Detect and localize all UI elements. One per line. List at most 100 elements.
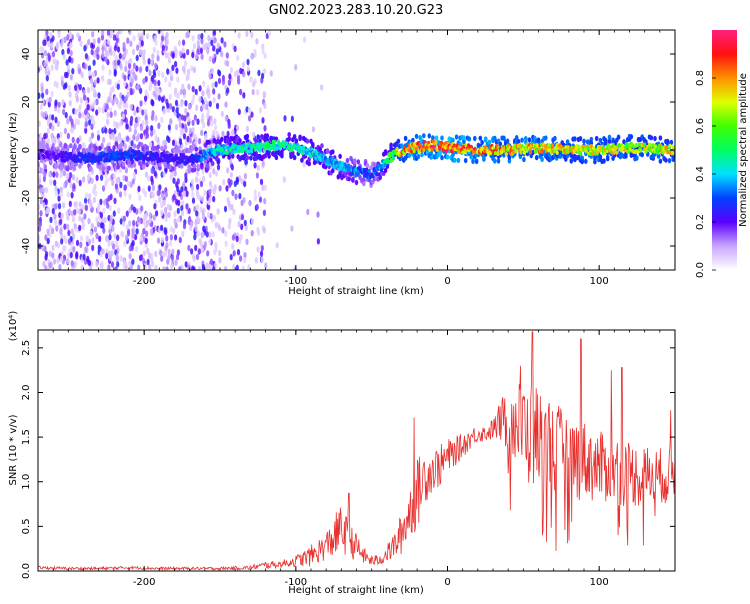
heatmap-noise-cell (186, 116, 191, 123)
heatmap-noise-cell (115, 31, 120, 39)
heatmap-noise-cell (123, 143, 127, 150)
heatmap-noise-cell (113, 110, 117, 117)
heatmap-noise-cell (53, 213, 57, 220)
heatmap-noise-cell (261, 184, 265, 191)
heatmap-noise-cell (41, 191, 45, 199)
heatmap-noise-cell (186, 73, 190, 81)
heatmap-noise-cell (76, 32, 80, 39)
heatmap-noise-cell (141, 119, 145, 127)
heatmap-noise-cell (180, 100, 184, 108)
heatmap-noise-cell (186, 48, 190, 56)
heatmap-noise-cell (63, 223, 67, 230)
heatmap-ridge-cell (78, 159, 83, 164)
heatmap-noise-cell (86, 174, 90, 182)
heatmap-noise-cell (65, 210, 69, 218)
heatmap-noise-cell (212, 214, 217, 221)
heatmap-noise-cell (144, 76, 148, 83)
heatmap-noise-cell (213, 248, 217, 256)
heatmap-noise-cell (95, 232, 99, 240)
heatmap-ridge-cell (273, 139, 277, 144)
heatmap-noise-cell (206, 250, 210, 257)
heatmap-noise-cell (52, 171, 56, 178)
heatmap-ridge-cell (514, 149, 518, 154)
heatmap-noise-cell (160, 116, 164, 124)
heatmap-noise-cell (164, 206, 168, 214)
heatmap-halo-cell (63, 143, 68, 149)
heatmap-noise-cell (94, 91, 98, 98)
heatmap-noise-cell (44, 198, 48, 206)
heatmap-halo-cell (434, 135, 439, 141)
heatmap-noise-cell (90, 48, 94, 56)
heatmap-noise-cell (250, 230, 254, 237)
heatmap-noise-cell (134, 117, 138, 124)
heatmap-ridge-cell (605, 149, 609, 154)
heatmap-halo-cell (170, 166, 175, 172)
heatmap-noise-cell (184, 107, 188, 115)
heatmap-noise-cell (158, 184, 162, 191)
snr-x-label: Height of straight line (km) (288, 585, 424, 596)
heatmap-noise-cell (161, 140, 165, 147)
heatmap-noise-cell (147, 175, 151, 182)
heatmap-halo-cell (658, 158, 663, 164)
heatmap-noise-cell (174, 259, 178, 266)
heatmap-halo-cell (107, 165, 111, 171)
heatmap-noise-cell (149, 81, 153, 88)
heatmap-noise-cell (61, 99, 65, 106)
heatmap-noise-cell (140, 254, 144, 261)
heatmap-noise-cell (154, 264, 158, 270)
heatmap-noise-cell (215, 102, 220, 110)
heatmap-noise-cell (115, 177, 119, 184)
heatmap-noise-cell (55, 171, 59, 178)
heatmap-noise-cell (174, 123, 179, 131)
heatmap-noise-cell (38, 203, 41, 211)
heatmap-noise-cell (247, 263, 251, 270)
heatmap-noise-cell (68, 55, 72, 63)
heatmap-halo-cell (163, 163, 168, 169)
heatmap-noise-cell (237, 32, 241, 39)
heatmap-noise-cell (42, 39, 46, 47)
heatmap-noise-cell (135, 65, 139, 72)
heatmap-halo-cell (520, 137, 524, 143)
heatmap-halo-cell (45, 143, 49, 149)
heatmap-halo-cell (462, 135, 466, 141)
heatmap-noise-cell (48, 171, 52, 178)
heatmap-noise-cell (84, 120, 88, 128)
heatmap-noise-cell (261, 47, 265, 55)
heatmap-noise-cell (179, 127, 183, 134)
heatmap-noise-cell (230, 204, 234, 211)
heatmap-noise-cell (115, 253, 119, 260)
heatmap-noise-cell (113, 197, 117, 204)
heatmap-halo-cell (431, 135, 435, 141)
snr-y-unit: (x10⁴) (8, 311, 19, 342)
heatmap-noise-cell (59, 190, 63, 198)
heatmap-ridge-cell (180, 159, 184, 163)
heatmap-halo-cell (624, 153, 628, 159)
heatmap-noise-cell (48, 224, 52, 231)
heatmap-ridge-cell (578, 151, 583, 156)
heatmap-noise-cell (187, 68, 191, 76)
heatmap-halo-cell (522, 156, 526, 163)
heatmap-noise-cell (202, 122, 206, 129)
heatmap-halo-cell (156, 144, 160, 150)
y-tick-label: 2.5 (21, 340, 32, 356)
heatmap-noise-cell (66, 223, 70, 230)
heatmap-noise-cell (100, 174, 104, 181)
heatmap-noise-cell (133, 128, 137, 136)
heatmap-noise-cell (200, 32, 204, 40)
heatmap-noise-cell (226, 60, 230, 67)
heatmap-noise-cell (150, 59, 154, 66)
heatmap-noise-cell (255, 172, 259, 179)
heatmap-noise-cell (60, 212, 64, 220)
heatmap-noise-cell (66, 172, 70, 180)
heatmap-noise-cell (59, 172, 63, 179)
heatmap-halo-cell (649, 135, 654, 141)
heatmap-noise-cell (199, 105, 204, 112)
heatmap-noise-cell (196, 118, 200, 125)
heatmap-noise-cell (258, 107, 262, 114)
heatmap-noise-cell (61, 48, 65, 56)
heatmap-halo-cell (514, 135, 519, 141)
heatmap-ridge-cell (240, 149, 244, 154)
heatmap-noise-cell (178, 190, 182, 197)
heatmap-halo-cell (207, 139, 211, 145)
